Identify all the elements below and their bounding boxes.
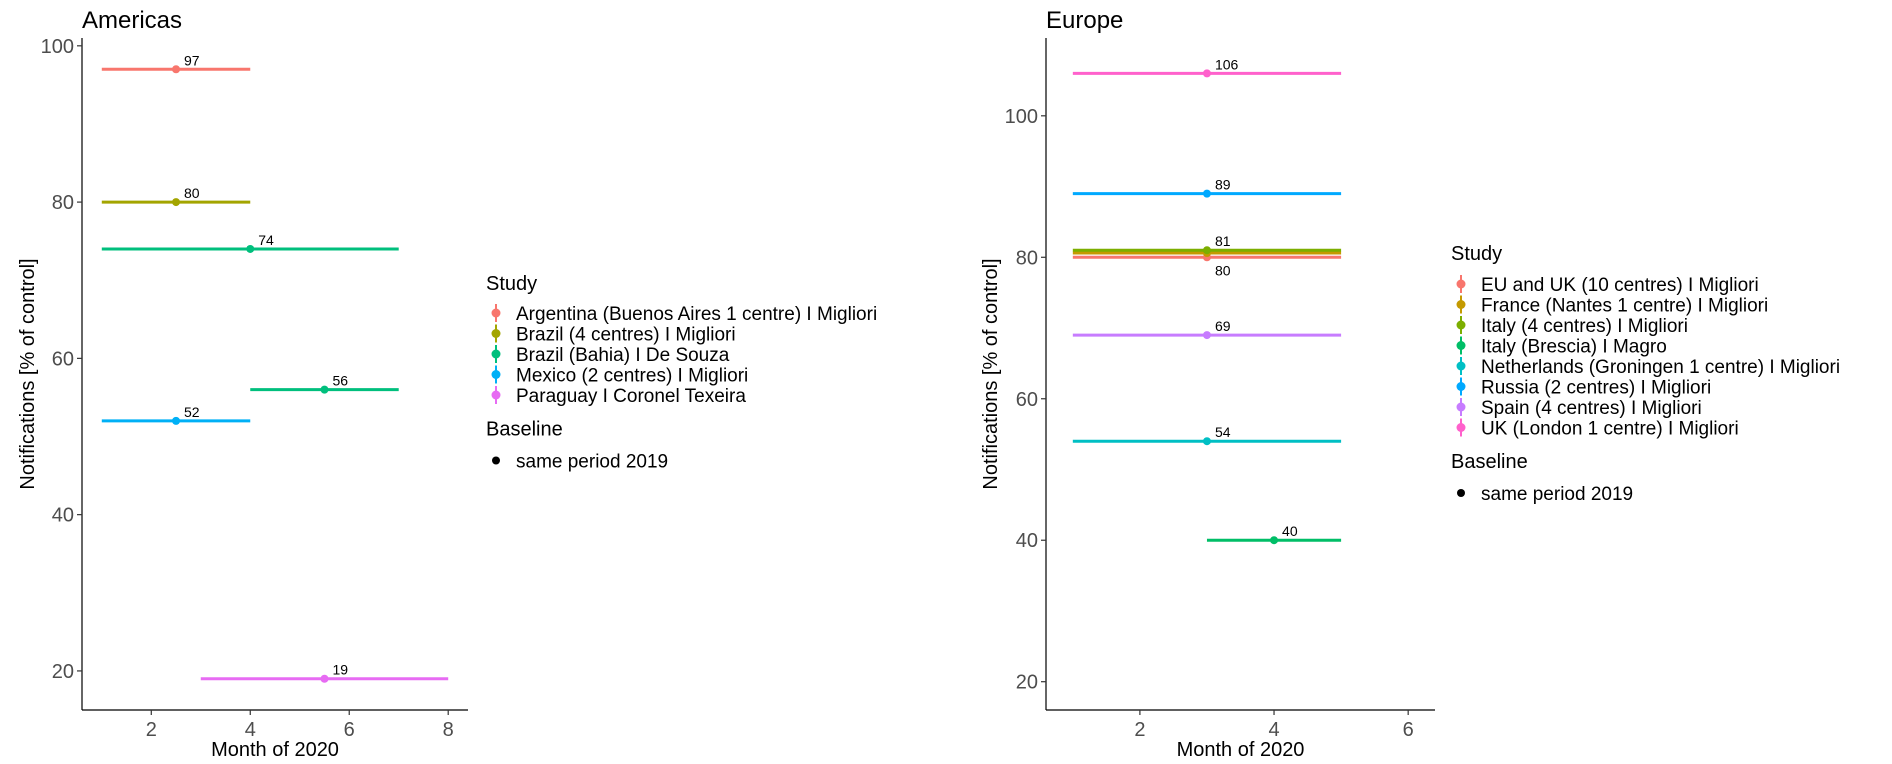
- panel1-y-tick-label: 20: [1016, 672, 1038, 694]
- panel0-x-tick-label: 8: [443, 719, 454, 741]
- panel0-legend-key-point: [491, 308, 501, 318]
- panel1-legend-key-point: [1456, 341, 1466, 350]
- panel1-data-point: [1202, 189, 1211, 198]
- panel0-data-label: 56: [332, 373, 348, 389]
- panel1-legend-item: UK (London 1 centre) I Migliori: [1481, 419, 1739, 440]
- panel0-baseline-title: Baseline: [486, 419, 563, 441]
- panel1-legend-title: Study: [1451, 243, 1502, 265]
- panel1-data-point: [1202, 437, 1211, 446]
- panel0-data-point: [172, 198, 181, 207]
- panel0-legend-key-point: [491, 370, 501, 379]
- panel1-legend-key-point: [1456, 300, 1466, 309]
- panel1-legend-item: Spain (4 centres) I Migliori: [1481, 398, 1702, 419]
- panel1-y-axis-label: Notifications [% of control]: [980, 258, 1002, 489]
- panel1-baseline-title: Baseline: [1451, 451, 1528, 473]
- panel1-data-label: 69: [1215, 318, 1231, 334]
- panel0-legend-item: Brazil (Bahia) I De Souza: [516, 345, 730, 366]
- panel0-x-tick-label: 6: [344, 719, 355, 741]
- panel0-data-label: 80: [184, 185, 200, 201]
- panel1-baseline-key-point: [1457, 489, 1465, 497]
- panel0-data-point: [246, 244, 255, 253]
- panel1-legend-key-point: [1456, 423, 1466, 432]
- panel1-x-tick-label: 4: [1268, 719, 1279, 741]
- panel0-legend-item: Brazil (4 centres) I Migliori: [516, 325, 736, 346]
- panel1-data-point: [1202, 246, 1211, 255]
- panel0-data-point: [320, 385, 329, 394]
- panel0-data-point: [320, 674, 329, 683]
- panel0-y-axis-label: Notifications [% of control]: [17, 258, 39, 489]
- panel1-y-tick-label: 40: [1016, 530, 1038, 552]
- panel1-data-label: 54: [1215, 424, 1231, 440]
- panel1-legend-key-point: [1456, 382, 1466, 391]
- panel0-data-label: 52: [184, 404, 200, 420]
- panel1-title: Europe: [1046, 7, 1123, 34]
- panel1-legend-item: France (Nantes 1 centre) I Migliori: [1481, 296, 1768, 317]
- panel0-y-tick-label: 20: [52, 661, 74, 683]
- panel1-y-tick-label: 60: [1016, 389, 1038, 411]
- panel1-legend-key-point: [1456, 320, 1466, 330]
- panel1-legend-key-point: [1456, 361, 1466, 371]
- panel0-baseline-item: same period 2019: [516, 452, 668, 473]
- panel0-x-axis-label: Month of 2020: [211, 739, 339, 759]
- panel0-data-label: 74: [258, 232, 274, 248]
- panel1-data-point: [1270, 536, 1279, 545]
- panel0-legend-item: Argentina (Buenos Aires 1 centre) I Migl…: [516, 304, 877, 325]
- panel1-legend-key-point: [1456, 402, 1466, 412]
- panel1-data-label: 80: [1215, 262, 1231, 278]
- panel0-legend-key-point: [491, 329, 501, 338]
- panel1-legend-key-point: [1456, 279, 1466, 289]
- panel0-data-point: [172, 416, 181, 425]
- panel1-data-label: 89: [1215, 177, 1231, 193]
- panel1-legend-item: Russia (2 centres) I Migliori: [1481, 378, 1711, 399]
- panel0-data-label: 97: [184, 52, 200, 68]
- panel1-legend-item: EU and UK (10 centres) I Migliori: [1481, 275, 1759, 296]
- panel0-x-tick-label: 2: [146, 719, 157, 741]
- panel0-title: Americas: [82, 7, 182, 34]
- panel1-data-label: 40: [1282, 523, 1298, 539]
- panel1-legend-item: Italy (Brescia) I Magro: [1481, 337, 1667, 358]
- panel1-y-tick-label: 100: [1005, 106, 1038, 128]
- panel1-y-tick-label: 80: [1016, 247, 1038, 269]
- panel1-x-tick-label: 2: [1134, 719, 1145, 741]
- panel1-baseline-item: same period 2019: [1481, 484, 1633, 505]
- panel0-legend-item: Mexico (2 centres) I Migliori: [516, 366, 748, 387]
- panel1-data-label: 106: [1215, 56, 1239, 72]
- panel1-x-tick-label: 6: [1403, 719, 1414, 741]
- panel0-legend-key-point: [491, 349, 501, 359]
- panel0-y-tick-label: 60: [52, 348, 74, 370]
- panel0-legend-item: Paraguay I Coronel Texeira: [516, 386, 746, 407]
- panel1-data-point: [1202, 69, 1211, 78]
- panel0-data-point: [172, 65, 181, 74]
- panel0-y-tick-label: 80: [52, 192, 74, 214]
- panel0-y-tick-label: 40: [52, 505, 74, 527]
- panel0-baseline-key-point: [492, 456, 500, 465]
- panel0-y-tick-label: 100: [41, 36, 74, 58]
- panel0-legend-title: Study: [486, 273, 537, 295]
- panel1-legend-item: Netherlands (Groningen 1 centre) I Migli…: [1481, 357, 1840, 378]
- panel1-legend-item: Italy (4 centres) I Migliori: [1481, 316, 1688, 337]
- panel0-x-tick-label: 4: [245, 719, 256, 741]
- panel0-data-label: 19: [332, 662, 348, 678]
- panel0-legend-key-point: [491, 390, 501, 400]
- panel1-x-axis-label: Month of 2020: [1177, 739, 1305, 759]
- panel1-data-point: [1202, 331, 1211, 340]
- panel1-data-label: 81: [1215, 233, 1231, 249]
